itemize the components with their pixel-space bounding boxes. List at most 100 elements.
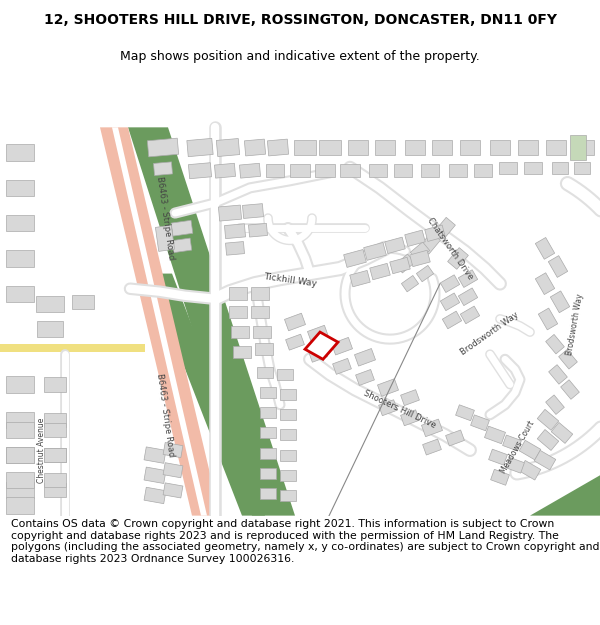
Polygon shape (455, 405, 475, 421)
Polygon shape (155, 225, 175, 251)
Text: Meadows Court: Meadows Court (499, 419, 537, 475)
Polygon shape (163, 483, 183, 498)
Polygon shape (440, 293, 460, 311)
Polygon shape (6, 472, 34, 488)
Polygon shape (6, 376, 34, 392)
Polygon shape (574, 162, 590, 174)
Polygon shape (305, 332, 338, 359)
Polygon shape (331, 338, 353, 355)
Polygon shape (239, 163, 260, 178)
Polygon shape (277, 369, 293, 380)
Polygon shape (148, 274, 265, 516)
Text: B6463 - Stripe Road: B6463 - Stripe Road (155, 176, 175, 261)
Polygon shape (524, 162, 542, 174)
Polygon shape (394, 164, 412, 177)
Polygon shape (6, 180, 34, 196)
Polygon shape (460, 140, 480, 155)
Text: B6463 - Stripe Road: B6463 - Stripe Road (155, 372, 175, 457)
Polygon shape (559, 349, 577, 369)
Polygon shape (458, 288, 478, 306)
Polygon shape (128, 127, 295, 516)
Polygon shape (519, 461, 541, 480)
Text: Contains OS data © Crown copyright and database right 2021. This information is : Contains OS data © Crown copyright and d… (11, 519, 599, 564)
Polygon shape (260, 448, 276, 459)
Polygon shape (535, 238, 554, 259)
Polygon shape (44, 448, 66, 462)
Polygon shape (421, 164, 439, 177)
Polygon shape (319, 140, 341, 155)
Polygon shape (488, 449, 508, 465)
Polygon shape (545, 395, 565, 414)
Polygon shape (224, 224, 245, 239)
Polygon shape (244, 139, 266, 156)
Polygon shape (100, 127, 220, 516)
Polygon shape (421, 419, 443, 437)
Polygon shape (112, 127, 207, 516)
Polygon shape (268, 139, 289, 156)
Text: Chatsworth Drive: Chatsworth Drive (425, 216, 475, 281)
Polygon shape (385, 237, 405, 254)
Polygon shape (538, 308, 557, 330)
Polygon shape (6, 422, 34, 438)
Polygon shape (242, 204, 263, 219)
Polygon shape (187, 138, 213, 157)
Polygon shape (422, 439, 442, 455)
Polygon shape (458, 270, 478, 288)
Polygon shape (44, 473, 66, 488)
Polygon shape (290, 164, 310, 177)
Polygon shape (548, 364, 568, 384)
Polygon shape (214, 163, 236, 178)
Polygon shape (280, 389, 296, 400)
Polygon shape (332, 358, 352, 374)
Polygon shape (537, 409, 559, 430)
Polygon shape (470, 415, 490, 431)
Polygon shape (6, 447, 34, 463)
Polygon shape (6, 215, 34, 231)
Polygon shape (537, 429, 559, 451)
Polygon shape (379, 400, 397, 416)
Polygon shape (251, 288, 269, 300)
Polygon shape (364, 242, 386, 261)
Polygon shape (405, 230, 425, 246)
Polygon shape (348, 140, 368, 155)
Polygon shape (188, 162, 212, 179)
Polygon shape (226, 241, 244, 255)
Polygon shape (401, 389, 419, 406)
Polygon shape (344, 249, 367, 268)
Polygon shape (506, 458, 524, 473)
Polygon shape (499, 162, 517, 174)
Polygon shape (419, 232, 440, 254)
Polygon shape (440, 275, 460, 292)
Polygon shape (449, 164, 467, 177)
Polygon shape (280, 449, 296, 461)
Polygon shape (163, 442, 183, 458)
Polygon shape (144, 447, 166, 463)
Text: Chestnut Avenue: Chestnut Avenue (37, 418, 47, 482)
Polygon shape (518, 140, 538, 155)
Polygon shape (6, 498, 34, 514)
Polygon shape (432, 140, 452, 155)
Polygon shape (253, 326, 271, 338)
Polygon shape (260, 387, 276, 398)
Polygon shape (286, 334, 304, 350)
Polygon shape (375, 140, 395, 155)
Polygon shape (460, 306, 479, 324)
Polygon shape (401, 410, 419, 426)
Text: Map shows position and indicative extent of the property.: Map shows position and indicative extent… (120, 49, 480, 62)
Polygon shape (395, 254, 415, 273)
Polygon shape (405, 140, 425, 155)
Polygon shape (474, 164, 492, 177)
Polygon shape (401, 276, 419, 292)
Text: Tickhill Way: Tickhill Way (263, 272, 317, 289)
Polygon shape (552, 162, 568, 174)
Polygon shape (551, 422, 573, 443)
Polygon shape (0, 72, 600, 516)
Polygon shape (356, 369, 374, 386)
Polygon shape (280, 470, 296, 481)
Polygon shape (530, 475, 600, 516)
Polygon shape (548, 256, 568, 278)
Text: Brodsworth Way: Brodsworth Way (565, 292, 585, 356)
Text: Shooters Hill Drive: Shooters Hill Drive (362, 389, 437, 431)
Polygon shape (37, 321, 63, 337)
Polygon shape (390, 258, 410, 274)
